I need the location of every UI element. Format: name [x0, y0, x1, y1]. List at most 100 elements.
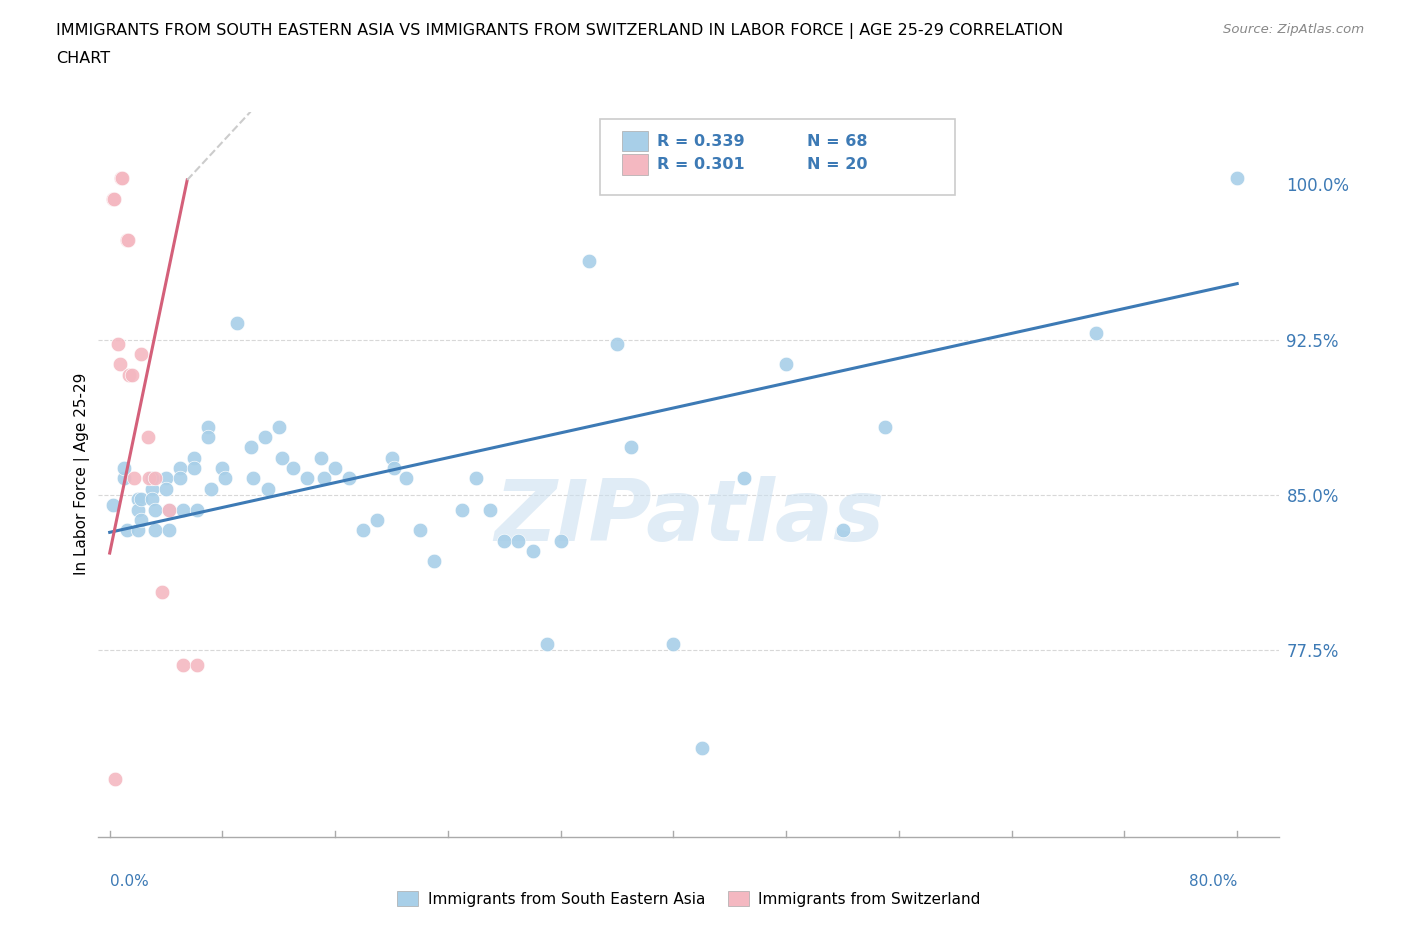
Point — [197, 419, 219, 434]
Point — [186, 658, 208, 672]
Point — [256, 482, 278, 497]
Point — [141, 492, 163, 507]
Y-axis label: In Labor Force | Age 25-29: In Labor Force | Age 25-29 — [75, 373, 90, 576]
Point — [110, 170, 132, 185]
Point — [309, 450, 332, 465]
Point — [101, 192, 124, 206]
Point — [112, 460, 135, 475]
Point — [200, 482, 222, 497]
Point — [157, 523, 180, 538]
Point — [155, 471, 177, 485]
Legend: Immigrants from South Eastern Asia, Immigrants from Switzerland: Immigrants from South Eastern Asia, Immi… — [391, 884, 987, 912]
Point — [127, 492, 149, 507]
Point — [508, 533, 530, 548]
Point — [108, 357, 131, 372]
Point — [129, 492, 152, 507]
Point — [690, 740, 713, 755]
Point — [115, 523, 138, 538]
Point — [380, 450, 402, 465]
Point — [295, 471, 318, 485]
Point — [312, 471, 335, 485]
Text: 0.0%: 0.0% — [110, 874, 149, 889]
Point — [225, 315, 247, 330]
Point — [157, 502, 180, 517]
Point — [129, 347, 152, 362]
Point — [129, 512, 152, 527]
Text: N = 68: N = 68 — [807, 134, 868, 149]
Point — [127, 523, 149, 538]
Point — [337, 471, 360, 485]
Point — [122, 471, 145, 485]
Point — [239, 440, 262, 455]
Bar — [621, 154, 648, 175]
Text: ZIPatlas: ZIPatlas — [494, 476, 884, 559]
Point — [118, 367, 141, 382]
Point — [323, 460, 346, 475]
Point — [465, 471, 488, 485]
Point — [1085, 326, 1108, 340]
Point — [775, 357, 797, 372]
Point — [111, 170, 134, 185]
Point — [253, 430, 276, 445]
Point — [536, 637, 558, 652]
Point — [352, 523, 374, 538]
Point — [155, 482, 177, 497]
Point — [169, 460, 191, 475]
Point — [550, 533, 572, 548]
Point — [157, 502, 180, 517]
Point — [183, 450, 205, 465]
Point — [103, 192, 125, 206]
Point — [423, 554, 446, 569]
Point — [606, 337, 628, 352]
Point — [281, 460, 304, 475]
Point — [104, 772, 127, 787]
Point — [270, 450, 292, 465]
Point — [197, 430, 219, 445]
Point — [873, 419, 896, 434]
Point — [211, 460, 233, 475]
Point — [1226, 170, 1249, 185]
Point — [662, 637, 685, 652]
Point — [117, 232, 139, 247]
Point — [136, 430, 159, 445]
Point — [831, 523, 853, 538]
Point — [186, 502, 208, 517]
Point — [172, 658, 194, 672]
Point — [107, 337, 129, 352]
Text: CHART: CHART — [56, 51, 110, 66]
Point — [183, 460, 205, 475]
Point — [451, 502, 474, 517]
Point — [172, 502, 194, 517]
Point — [384, 460, 406, 475]
Point — [267, 419, 290, 434]
Point — [115, 232, 138, 247]
Point — [409, 523, 432, 538]
Point — [141, 482, 163, 497]
Text: R = 0.339: R = 0.339 — [657, 134, 745, 149]
Point — [522, 543, 544, 558]
Point — [733, 471, 755, 485]
Bar — [621, 131, 648, 152]
Point — [143, 523, 166, 538]
Point — [121, 367, 143, 382]
Point — [141, 471, 163, 485]
Point — [242, 471, 264, 485]
Point — [620, 440, 643, 455]
Point — [578, 253, 600, 268]
Point — [169, 471, 191, 485]
Point — [138, 471, 160, 485]
Point — [479, 502, 502, 517]
Point — [143, 471, 166, 485]
Point — [214, 471, 236, 485]
FancyBboxPatch shape — [600, 119, 955, 195]
Point — [143, 502, 166, 517]
Text: IMMIGRANTS FROM SOUTH EASTERN ASIA VS IMMIGRANTS FROM SWITZERLAND IN LABOR FORCE: IMMIGRANTS FROM SOUTH EASTERN ASIA VS IM… — [56, 23, 1063, 39]
Text: R = 0.301: R = 0.301 — [657, 157, 745, 172]
Text: 80.0%: 80.0% — [1189, 874, 1237, 889]
Point — [366, 512, 388, 527]
Point — [150, 585, 173, 600]
Text: N = 20: N = 20 — [807, 157, 868, 172]
Point — [101, 498, 124, 512]
Text: Source: ZipAtlas.com: Source: ZipAtlas.com — [1223, 23, 1364, 36]
Point — [112, 471, 135, 485]
